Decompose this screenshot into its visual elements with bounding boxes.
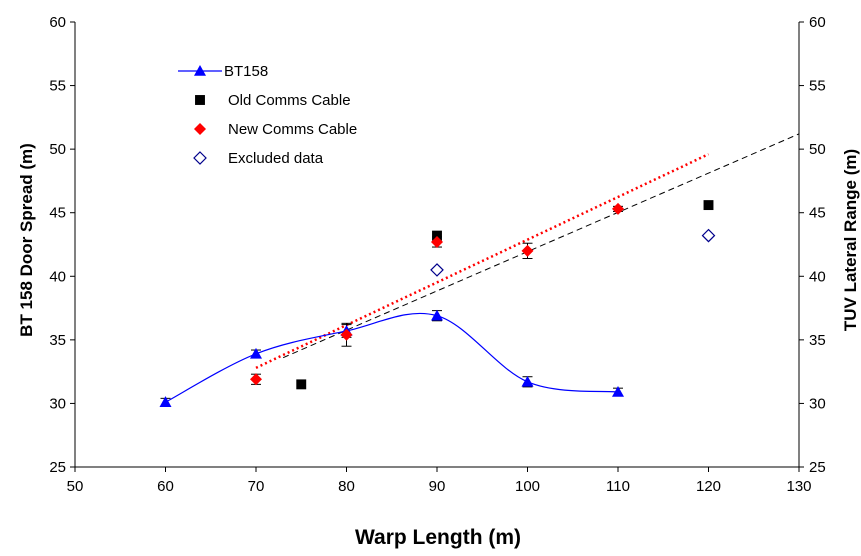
x-tick-label: 50 bbox=[67, 478, 84, 495]
x-tick-label: 130 bbox=[786, 478, 811, 495]
data-markers bbox=[159, 200, 716, 407]
bt158-point bbox=[250, 347, 262, 359]
y2-tick-label: 30 bbox=[809, 395, 826, 412]
y2-tick-label: 35 bbox=[809, 332, 826, 349]
excluded-data-point bbox=[701, 228, 716, 243]
new-comms-cable-point bbox=[250, 373, 262, 386]
bt158-point bbox=[159, 396, 172, 407]
x-tick-label: 90 bbox=[429, 478, 446, 495]
legend-label: Excluded data bbox=[228, 150, 324, 167]
bt158-curve bbox=[165, 312, 619, 403]
y2-axis-title: TUV Lateral Range (m) bbox=[841, 149, 860, 331]
new-comms-cable-point bbox=[340, 328, 353, 341]
new-comms-cable-point bbox=[431, 235, 443, 248]
x-tick-label: 100 bbox=[515, 478, 540, 495]
y-tick-label: 45 bbox=[49, 205, 66, 222]
legend-label: New Comms Cable bbox=[228, 121, 357, 138]
bt158-point bbox=[521, 375, 534, 387]
old-comms-cable-point bbox=[703, 200, 714, 211]
y-tick-label: 35 bbox=[49, 332, 66, 349]
y2-tick-label: 25 bbox=[809, 459, 826, 476]
x-tick-label: 120 bbox=[696, 478, 721, 495]
y2-tick-label: 50 bbox=[809, 141, 826, 158]
y2-tick-label: 45 bbox=[809, 205, 826, 222]
y-tick-label: 30 bbox=[49, 395, 66, 412]
legend-label: Old Comms Cable bbox=[228, 92, 351, 109]
old-cable-trendline bbox=[282, 133, 800, 359]
legend: BT158 Old Comms Cable New Comms Cable Exclu… bbox=[178, 63, 357, 167]
trendlines bbox=[255, 133, 800, 369]
y2-tick-label: 55 bbox=[809, 78, 826, 95]
legend-marker bbox=[195, 95, 205, 105]
x-tick-label: 80 bbox=[338, 478, 355, 495]
y-tick-label: 55 bbox=[49, 78, 66, 95]
bt158-point bbox=[612, 385, 624, 397]
y-axis-title: BT 158 Door Spread (m) bbox=[17, 143, 36, 337]
y2-tick-label: 60 bbox=[809, 14, 826, 31]
legend-marker bbox=[194, 65, 206, 76]
y-tick-label: 40 bbox=[49, 268, 66, 285]
y-tick-label: 25 bbox=[49, 459, 66, 476]
new-comms-cable-point bbox=[521, 244, 534, 257]
new-cable-trendline bbox=[255, 153, 710, 369]
x-tick-label: 60 bbox=[157, 478, 174, 495]
y-tick-label: 50 bbox=[49, 141, 66, 158]
y-tick-label: 60 bbox=[49, 14, 66, 31]
x-tick-label: 70 bbox=[248, 478, 265, 495]
excluded-data-point bbox=[430, 263, 444, 277]
error-bars bbox=[160, 205, 623, 407]
series-line bbox=[165, 312, 619, 403]
bt158-point bbox=[431, 309, 443, 321]
old-comms-cable-point bbox=[432, 230, 442, 241]
legend-marker bbox=[194, 123, 206, 135]
new-comms-cable-point bbox=[612, 202, 624, 215]
x-tick-label: 110 bbox=[606, 478, 630, 495]
axes: 50 60 70 80 90 100 110 120 130 25 25 30 30 35 35 40 40 45… bbox=[49, 14, 825, 495]
legend-marker bbox=[193, 151, 207, 165]
y2-tick-label: 40 bbox=[809, 268, 826, 285]
old-comms-cable-point bbox=[296, 379, 307, 390]
x-axis-title: Warp Length (m) bbox=[355, 526, 521, 549]
legend-label: BT158 bbox=[224, 63, 268, 80]
